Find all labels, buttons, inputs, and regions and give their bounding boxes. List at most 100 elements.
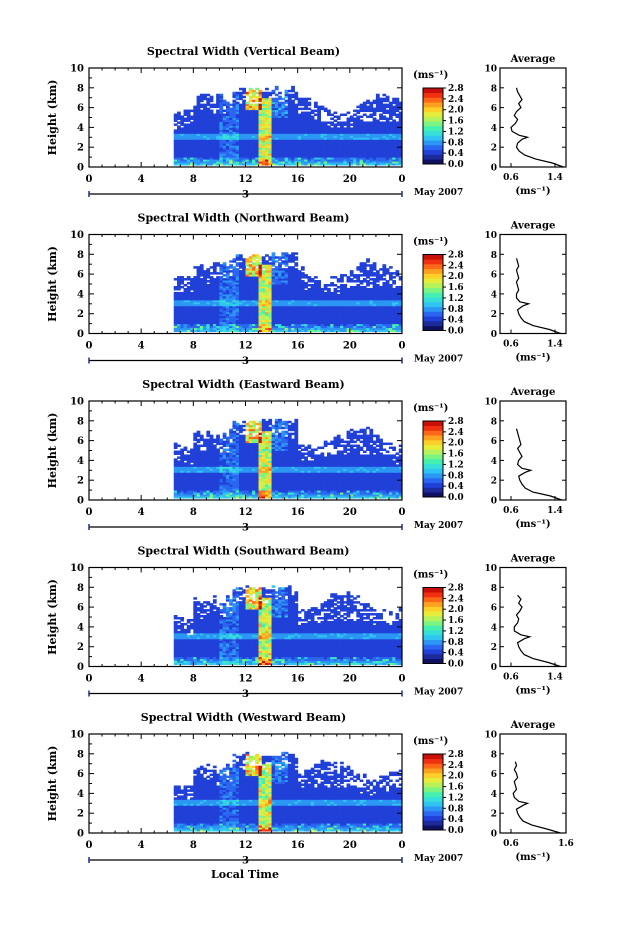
heatmap-cell (177, 480, 181, 483)
heatmap-cell (294, 117, 299, 120)
heatmap-cell (265, 125, 269, 128)
heatmap-cell (229, 155, 233, 158)
heatmap-cell (180, 448, 185, 451)
heatmap-cell (209, 159, 214, 162)
heatmap-cell (304, 151, 308, 154)
average-y-tick-label: 0 (491, 330, 497, 340)
heatmap-cell (196, 470, 201, 473)
heatmap-cell (232, 321, 237, 325)
heatmap-cell (229, 289, 233, 293)
heatmap-cell (242, 99, 246, 103)
heatmap-cell (356, 301, 361, 305)
heatmap-cell (238, 155, 243, 158)
heatmap-cell (219, 309, 224, 313)
heatmap-cell (327, 291, 331, 295)
heatmap-cell (216, 93, 220, 97)
heatmap-cell (173, 141, 178, 144)
heatmap-cell (245, 137, 250, 140)
heatmap-cell (274, 127, 279, 130)
heatmap-cell (392, 101, 396, 105)
heatmap-cell (336, 141, 341, 144)
heatmap-cell (235, 297, 240, 301)
heatmap-cell (346, 149, 351, 152)
heatmap-cell (284, 107, 289, 111)
heatmap-cell (238, 285, 243, 289)
heatmap-cell (258, 303, 263, 307)
average-unit: (ms⁻¹) (515, 353, 550, 364)
heatmap-cell (199, 287, 204, 291)
heatmap-cell (238, 311, 243, 315)
heatmap-cell (346, 151, 351, 154)
heatmap-cell (255, 103, 260, 107)
heatmap-cell (242, 301, 246, 305)
heatmap-cell (340, 161, 344, 164)
heatmap-cell (268, 93, 273, 97)
heatmap-cell (209, 284, 214, 287)
heatmap-cell (255, 280, 260, 283)
heatmap-cell (265, 145, 269, 148)
heatmap-cell (271, 272, 276, 275)
heatmap-cell (203, 329, 207, 333)
heatmap-cell (225, 133, 230, 136)
heatmap-cell (343, 121, 348, 124)
heatmap-cell (382, 284, 387, 287)
heatmap-cell (265, 135, 269, 138)
heatmap-cell (313, 133, 318, 136)
heatmap-cell (274, 111, 279, 115)
heatmap-cell (203, 470, 207, 473)
heatmap-cell (304, 137, 308, 140)
heatmap-cell (261, 260, 266, 263)
heatmap-cell (229, 311, 233, 315)
heatmap-cell (242, 95, 246, 99)
heatmap-cell (359, 133, 364, 136)
heatmap-cell (238, 313, 243, 317)
heatmap-cell (180, 117, 185, 120)
y-axis-title: Height (km) (46, 246, 59, 322)
heatmap-cell (252, 319, 256, 323)
heatmap-cell (212, 325, 217, 329)
heatmap-cell (216, 301, 220, 305)
heatmap-cell (258, 311, 263, 315)
heatmap-cell (216, 129, 220, 132)
heatmap-cell (180, 119, 185, 122)
colorbar-unit: (ms⁻¹) (413, 70, 448, 81)
heatmap-cell (336, 325, 341, 329)
heatmap-cell (245, 145, 250, 148)
colorbar-tick-label: 2.8 (448, 251, 464, 261)
heatmap-cell (183, 482, 188, 485)
heatmap-cell (173, 301, 178, 305)
heatmap-cell (261, 145, 266, 148)
heatmap-cell (382, 327, 387, 331)
heatmap-cell (284, 319, 289, 323)
heatmap-cell (261, 309, 266, 313)
heatmap-cell (304, 301, 308, 305)
heatmap-cell (395, 317, 400, 321)
heatmap-cell (349, 159, 354, 162)
heatmap-cell (398, 278, 403, 281)
heatmap-cell (238, 123, 243, 126)
heatmap-cell (222, 131, 227, 134)
heatmap-cell (225, 321, 230, 325)
heatmap-cell (238, 327, 243, 331)
heatmap-cell (212, 145, 217, 148)
heatmap-cell (382, 123, 387, 126)
heatmap-cell (281, 97, 286, 101)
heatmap-cell (330, 133, 335, 136)
heatmap-cell (265, 274, 269, 277)
heatmap-cell (366, 309, 370, 313)
heatmap-cell (261, 109, 266, 113)
heatmap-cell (284, 268, 289, 271)
heatmap-cell (362, 315, 367, 319)
heatmap-cell (203, 299, 207, 303)
y-tick-label: 8 (77, 83, 84, 94)
heatmap-cell (313, 317, 318, 321)
heatmap-cell (346, 153, 351, 156)
heatmap-cell (317, 321, 321, 325)
heatmap-cell (291, 307, 295, 311)
heatmap-cell (287, 141, 292, 144)
heatmap-cell (177, 159, 181, 162)
heatmap-cell (177, 129, 181, 132)
heatmap-cell (216, 155, 220, 158)
heatmap-cell (274, 284, 279, 287)
heatmap-cell (229, 103, 233, 107)
